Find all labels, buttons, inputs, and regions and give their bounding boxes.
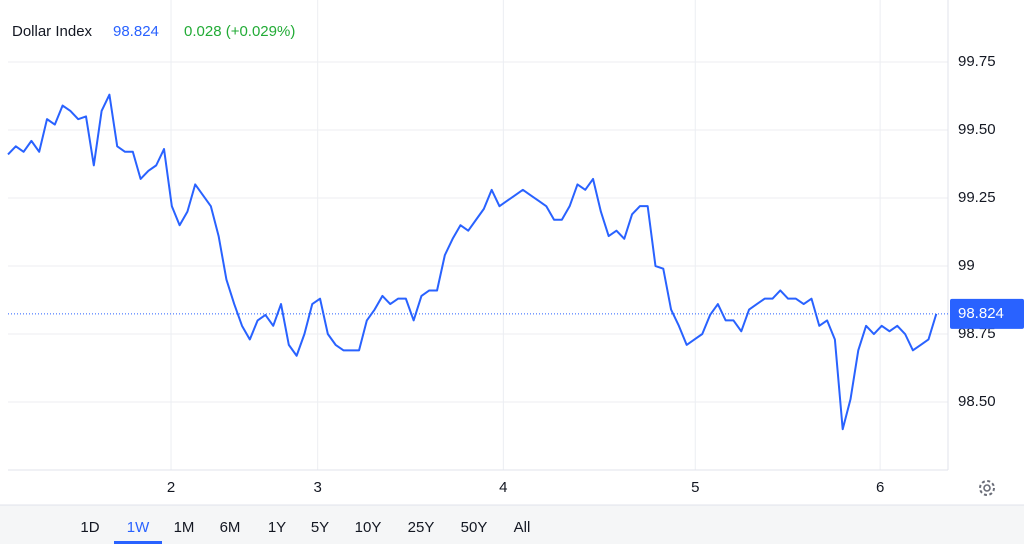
range-selected-underline [114, 541, 162, 544]
x-tick-label: 4 [499, 479, 507, 496]
range-bar [0, 505, 1024, 544]
y-tick-label: 99.25 [958, 189, 996, 206]
last-value-badge [950, 298, 1024, 329]
y-tick-label: 98.75 [958, 325, 996, 342]
price-line [7, 93, 938, 431]
settings-icon[interactable] [979, 480, 995, 496]
last-value: 98.824 [113, 23, 159, 40]
x-tick-label: 3 [314, 479, 322, 496]
range-button[interactable]: 1M [174, 519, 195, 536]
range-button[interactable]: 6M [220, 519, 241, 536]
x-tick-label: 2 [167, 479, 175, 496]
x-tick-label: 6 [876, 479, 884, 496]
y-tick-label: 99 [958, 257, 975, 274]
y-tick-label: 99.75 [958, 53, 996, 70]
range-button[interactable]: All [514, 519, 531, 536]
y-tick-label: 99.50 [958, 121, 996, 138]
range-button[interactable]: 10Y [355, 519, 382, 536]
change: 0.028 (+0.029%) [184, 23, 295, 40]
range-button[interactable]: 50Y [461, 519, 488, 536]
x-tick-label: 5 [691, 479, 699, 496]
range-button[interactable]: 1Y [268, 519, 286, 536]
range-button[interactable]: 1W [127, 519, 150, 536]
chart-title: Dollar Index [12, 23, 93, 40]
y-tick-label: 98.50 [958, 393, 996, 410]
last-value-label: 98.824 [958, 305, 1004, 322]
range-button[interactable]: 5Y [311, 519, 329, 536]
range-button[interactable]: 25Y [408, 519, 435, 536]
range-button[interactable]: 1D [80, 519, 99, 536]
